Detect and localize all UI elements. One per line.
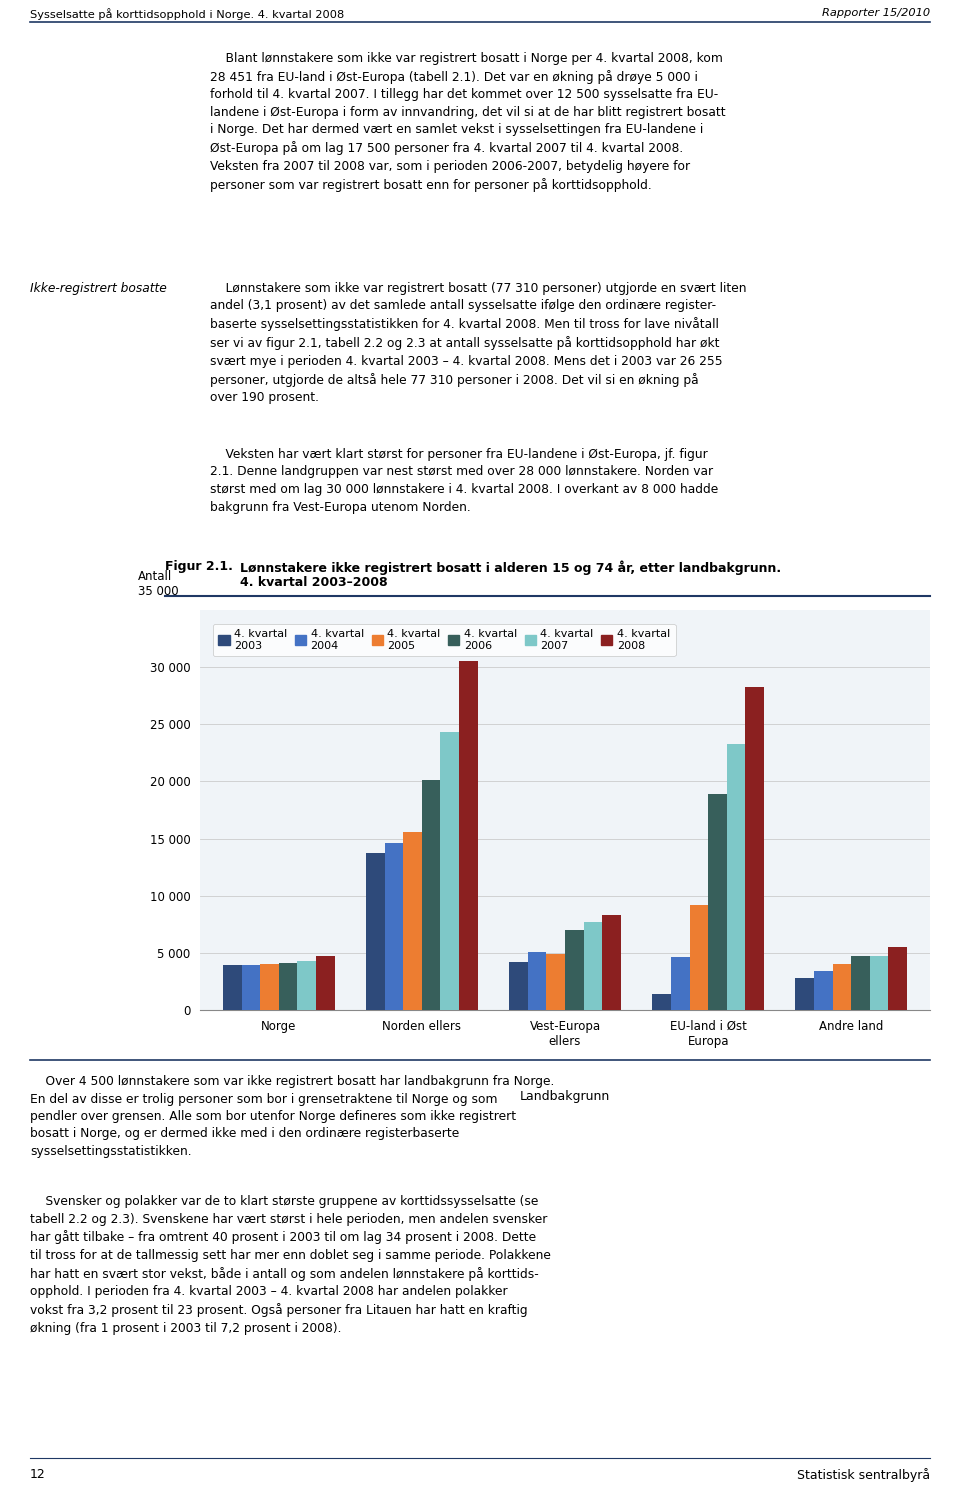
- Text: Sysselsatte på korttidsopphold i Norge. 4. kvartal 2008: Sysselsatte på korttidsopphold i Norge. …: [30, 7, 345, 19]
- Bar: [298, 960, 316, 1010]
- Bar: [223, 965, 242, 1010]
- Bar: [671, 957, 689, 1010]
- Text: 12: 12: [30, 1468, 46, 1482]
- Text: 4. kvartal 2003–2008: 4. kvartal 2003–2008: [240, 576, 388, 590]
- Bar: [509, 962, 528, 1010]
- Bar: [366, 853, 385, 1010]
- Bar: [796, 978, 814, 1010]
- Text: Lønnstakere ikke registrert bosatt i alderen 15 og 74 år, etter landbakgrunn.: Lønnstakere ikke registrert bosatt i ald…: [240, 560, 781, 575]
- Text: Antall
35 000: Antall 35 000: [138, 570, 179, 599]
- Bar: [708, 794, 727, 1010]
- Text: Ikke-registrert bosatte: Ikke-registrert bosatte: [30, 281, 167, 295]
- Bar: [385, 843, 403, 1010]
- Bar: [459, 661, 478, 1010]
- Bar: [727, 743, 745, 1010]
- Text: Svensker og polakker var de to klart største gruppene av korttidssysselsatte (se: Svensker og polakker var de to klart stø…: [30, 1196, 551, 1334]
- Bar: [278, 963, 298, 1010]
- Bar: [441, 733, 459, 1010]
- Bar: [814, 971, 832, 1010]
- Bar: [403, 832, 421, 1010]
- Text: Lønnstakere som ikke var registrert bosatt (77 310 personer) utgjorde en svært l: Lønnstakere som ikke var registrert bosa…: [210, 281, 747, 404]
- Bar: [421, 780, 441, 1010]
- Bar: [316, 956, 334, 1010]
- Bar: [565, 931, 584, 1010]
- Text: Figur 2.1.: Figur 2.1.: [165, 560, 233, 573]
- Bar: [584, 922, 602, 1010]
- Legend: 4. kvartal
2003, 4. kvartal
2004, 4. kvartal
2005, 4. kvartal
2006, 4. kvartal
2: 4. kvartal 2003, 4. kvartal 2004, 4. kva…: [213, 624, 676, 657]
- Text: Blant lønnstakere som ikke var registrert bosatt i Norge per 4. kvartal 2008, ko: Blant lønnstakere som ikke var registrer…: [210, 52, 726, 192]
- Text: Statistisk sentralbyrå: Statistisk sentralbyrå: [797, 1468, 930, 1482]
- Text: Over 4 500 lønnstakere som var ikke registrert bosatt har landbakgrunn fra Norge: Over 4 500 lønnstakere som var ikke regi…: [30, 1075, 554, 1158]
- Bar: [652, 995, 671, 1010]
- Bar: [546, 954, 565, 1010]
- Bar: [242, 965, 260, 1010]
- Text: Landbakgrunn: Landbakgrunn: [520, 1090, 611, 1103]
- Bar: [260, 965, 278, 1010]
- Text: Rapporter 15/2010: Rapporter 15/2010: [822, 7, 930, 18]
- Bar: [852, 956, 870, 1010]
- Bar: [528, 951, 546, 1010]
- Bar: [689, 905, 708, 1010]
- Text: Veksten har vært klart størst for personer fra EU-landene i Øst-Europa, jf. figu: Veksten har vært klart størst for person…: [210, 448, 718, 514]
- Bar: [602, 916, 621, 1010]
- Bar: [889, 947, 907, 1010]
- Bar: [832, 965, 852, 1010]
- Bar: [745, 686, 764, 1010]
- Bar: [870, 956, 889, 1010]
